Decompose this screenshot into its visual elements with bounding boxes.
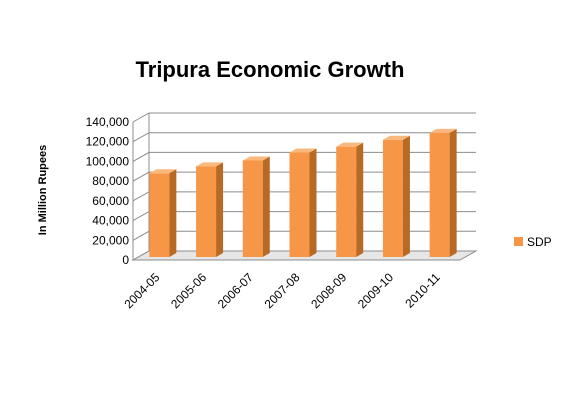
y-tick-label: 60,000 xyxy=(92,194,129,208)
bar-2005-06 xyxy=(196,162,224,257)
bar-side xyxy=(216,162,224,257)
y-tick-label: 100,000 xyxy=(86,154,130,168)
bar-top xyxy=(196,162,224,167)
chart-title: Tripura Economic Growth xyxy=(136,57,405,82)
bar-top xyxy=(242,156,270,161)
bar-2008-09 xyxy=(336,142,364,257)
y-tick-label: 40,000 xyxy=(92,214,129,228)
bar-side xyxy=(402,135,410,257)
x-tick-label: 2008-09 xyxy=(308,270,349,311)
y-tick-labels: 0 20,000 40,000 60,000 80,000 100,000 120,000 1… xyxy=(86,115,130,267)
x-tick-label: 2005-06 xyxy=(168,270,209,311)
bar-2004-05 xyxy=(149,169,177,257)
bar-2009-10 xyxy=(382,135,410,257)
bar-front xyxy=(149,173,170,257)
bar-side xyxy=(356,142,364,257)
bar-front xyxy=(429,132,450,257)
bar-top xyxy=(382,135,410,140)
x-tick-label: 2006-07 xyxy=(215,270,256,311)
gridline xyxy=(132,112,476,123)
legend-label-sdp: SDP xyxy=(527,235,552,249)
x-tick-label: 2009-10 xyxy=(355,270,396,311)
bar-2006-07 xyxy=(242,156,270,257)
bar-top xyxy=(289,148,317,153)
x-tick-labels: 2004-05 2005-06 2006-07 2007-08 2008-09 2009-… xyxy=(121,270,443,311)
x-tick-label: 2010-11 xyxy=(402,270,443,311)
bar-2007-08 xyxy=(289,148,317,257)
bar-top xyxy=(336,142,364,147)
bar-top xyxy=(149,169,177,174)
bar-side xyxy=(262,156,270,257)
bar-top xyxy=(429,128,457,133)
bar-2010-11 xyxy=(429,128,457,257)
x-tick-label: 2007-08 xyxy=(262,270,303,311)
bar-front xyxy=(196,166,217,257)
gridline xyxy=(132,132,476,143)
y-tick-label: 80,000 xyxy=(92,174,129,188)
y-tick-label: 20,000 xyxy=(92,233,129,247)
bar-front xyxy=(336,146,357,257)
legend: SDP xyxy=(514,235,552,249)
bar-front xyxy=(289,152,310,257)
bars xyxy=(149,128,457,257)
bar-side xyxy=(449,128,457,257)
legend-swatch-sdp xyxy=(514,237,523,246)
bar-front xyxy=(382,139,403,257)
x-tick-label: 2004-05 xyxy=(121,270,162,311)
y-tick-label: 120,000 xyxy=(86,135,130,149)
y-tick-label: 140,000 xyxy=(86,115,130,129)
y-tick-label: 0 xyxy=(122,253,129,267)
bar-side xyxy=(309,148,317,257)
bar-side xyxy=(169,169,177,257)
bar-front xyxy=(242,160,263,257)
y-axis-label: In Million Rupees xyxy=(37,145,49,235)
